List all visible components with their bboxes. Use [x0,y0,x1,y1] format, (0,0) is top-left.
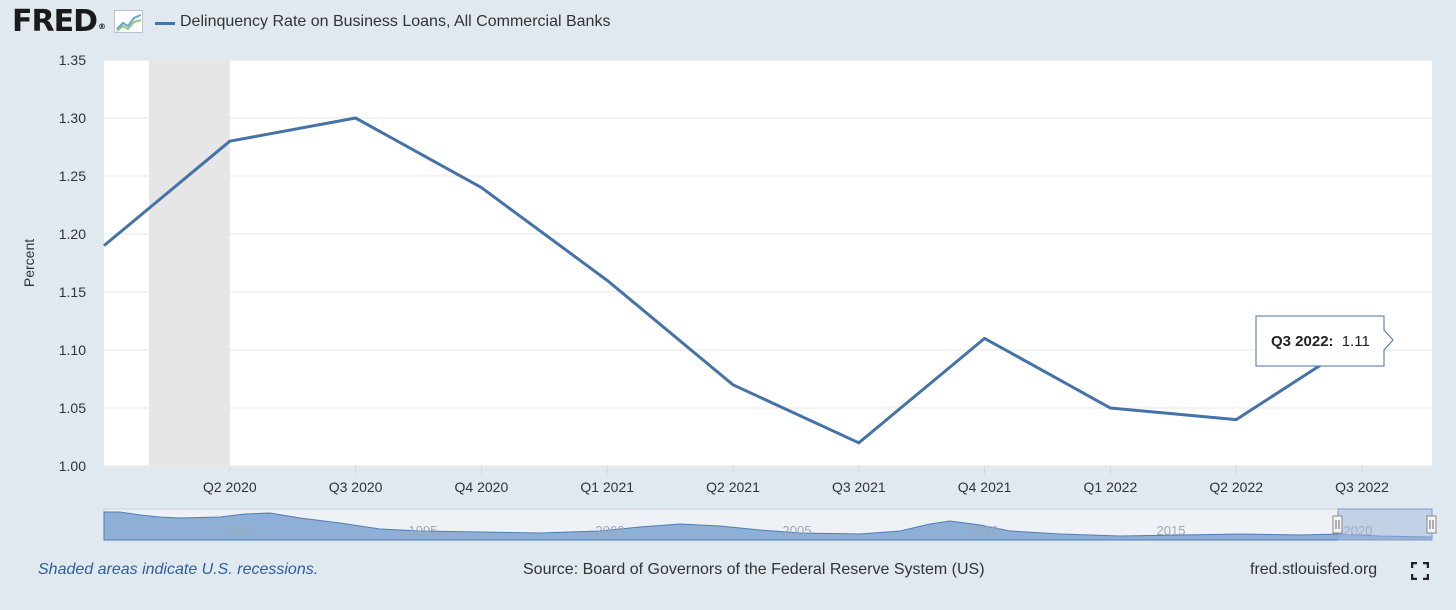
x-tick-label: Q3 2020 [329,479,383,495]
x-tick-label: Q2 2021 [706,479,760,495]
gridlines [104,59,1432,467]
tooltip-value: 1.11 [1342,333,1370,350]
navigator-year: 2015 [1157,523,1186,538]
y-tick-label: 1.30 [59,110,86,126]
navigator-year: 2010 [970,523,999,538]
navigator-right-handle[interactable] [1426,515,1437,534]
navigator-year: 2005 [783,523,812,538]
navigator-area [103,511,1433,541]
navigator-left-handle[interactable] [1332,515,1343,534]
site-link[interactable]: fred.stlouisfed.org [1250,561,1378,578]
y-tick-label: 1.15 [59,284,86,300]
fullscreen-icon[interactable] [1411,562,1429,580]
x-tick-label: Q1 2022 [1084,479,1138,495]
navigator-year: 1995 [409,523,438,538]
recession-band [149,60,230,466]
logo-text: FRED [12,4,98,39]
x-tick-label: Q2 2022 [1209,479,1263,495]
x-tick-label: Q1 2021 [580,479,634,495]
x-tick-label: Q3 2021 [832,479,886,495]
y-axis-label: Percent [21,239,37,287]
x-tick-label: Q4 2020 [455,479,509,495]
x-tick-label: Q3 2022 [1335,479,1389,495]
tooltip-label: Q3 2022: [1271,333,1334,350]
recession-note: Shaded areas indicate U.S. recessions. [38,561,319,578]
chart-trend-icon [114,10,143,33]
y-tick-label: 1.00 [59,458,86,474]
chart-header: FRED® Delinquency Rate on Business Loans… [0,0,1456,50]
recession-shading-layer [149,60,230,466]
y-axis-ticks: 1.00 1.05 1.10 1.15 1.20 1.25 1.30 1.35 [59,52,86,474]
legend-series-label[interactable]: Delinquency Rate on Business Loans, All … [180,13,611,30]
svg-text:Q3 2022: 1.11: Q3 2022: 1.11 [1271,333,1370,350]
x-tick-label: Q4 2021 [958,479,1012,495]
navigator-year: 2000 [596,523,625,538]
navigator-selection[interactable] [1337,508,1433,541]
tooltip: Q3 2022: 1.11 [1255,315,1394,367]
y-tick-label: 1.20 [59,226,86,242]
line-chart: 1.00 1.05 1.10 1.15 1.20 1.25 1.30 1.35 Q2 2020… [21,52,1437,541]
x-axis-ticks: Q2 2020 Q3 2020 Q4 2020 Q1 2021 Q2 2021 Q3 20… [203,466,1389,495]
plot-area [104,60,1432,466]
legend-swatch [155,22,175,25]
navigator-year: 1990 [223,523,252,538]
range-navigator[interactable]: 1990199520002005201020152020 [103,508,1437,541]
y-tick-label: 1.35 [59,52,86,68]
fred-logo[interactable]: FRED® [12,4,106,39]
y-tick-label: 1.25 [59,168,86,184]
y-tick-label: 1.10 [59,342,86,358]
logo-registered-mark: ® [98,22,106,31]
source-text: Source: Board of Governors of the Federa… [523,561,985,578]
y-tick-label: 1.05 [59,400,86,416]
x-tick-label: Q2 2020 [203,479,257,495]
